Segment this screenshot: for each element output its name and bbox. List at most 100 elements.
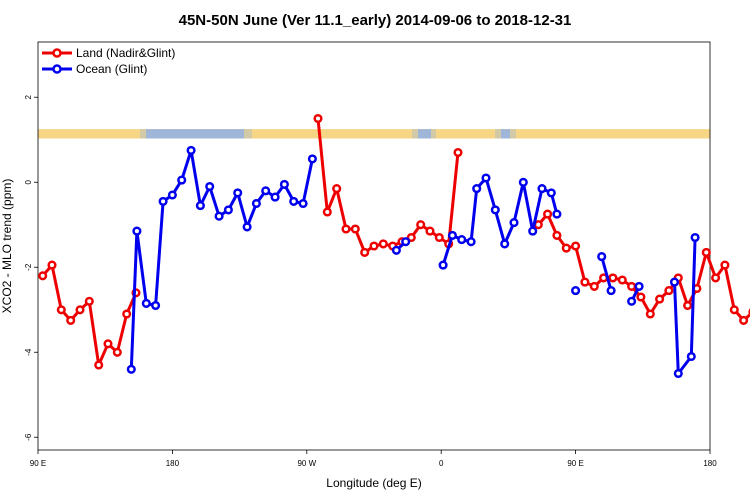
- data-point: [242, 222, 252, 232]
- data-point: [313, 113, 323, 124]
- data-point: [360, 247, 370, 257]
- coast-edge: [431, 129, 436, 139]
- data-point: [307, 154, 317, 164]
- data-point: [608, 273, 618, 283]
- chart-title: 45N-50N June (Ver 11.1_early) 2014-09-06…: [179, 12, 572, 29]
- land-ocean-strip: [38, 129, 710, 139]
- plot-frame: [37, 41, 711, 451]
- data-point: [434, 232, 444, 243]
- data-point: [84, 296, 94, 306]
- data-point: [167, 190, 177, 200]
- data-point: [214, 211, 224, 221]
- data-point: [195, 201, 205, 211]
- y-tick-label: -6: [24, 433, 33, 441]
- legend-label: Land (Nadir&Glint): [76, 46, 175, 60]
- data-point: [401, 237, 411, 247]
- data-point: [669, 277, 680, 287]
- data-point: [664, 286, 674, 296]
- data-point: [636, 292, 646, 302]
- legend-label: Ocean (Glint): [76, 62, 147, 76]
- series-layer: [38, 113, 750, 379]
- data-point: [322, 207, 332, 217]
- data-point: [341, 224, 351, 234]
- data-point: [606, 286, 616, 296]
- data-point: [466, 237, 476, 247]
- data-point: [279, 179, 289, 189]
- series-land: [38, 113, 750, 370]
- x-axis-label: Longitude (deg E): [326, 476, 421, 490]
- data-point: [490, 205, 500, 215]
- y-axis: 2 0 -2 -4 -6: [24, 94, 38, 441]
- data-point: [47, 260, 57, 270]
- data-point: [655, 294, 665, 304]
- data-point: [472, 184, 482, 194]
- data-point: [416, 220, 426, 230]
- x-axis: 90 E 180 90 W 0 90 E 180: [30, 450, 717, 468]
- series-line: [600, 256, 613, 291]
- data-point: [645, 309, 655, 319]
- data-point: [571, 241, 581, 251]
- data-point: [103, 339, 113, 349]
- x-tick-label: 90 E: [567, 459, 583, 468]
- x-tick-label: 180: [166, 459, 180, 468]
- data-point: [500, 239, 510, 249]
- data-point: [580, 277, 590, 287]
- data-point: [546, 188, 556, 198]
- data-point: [453, 147, 463, 158]
- data-point: [509, 218, 519, 228]
- data-point: [369, 241, 379, 251]
- y-tick-label: -4: [24, 348, 33, 356]
- data-point: [289, 196, 299, 206]
- x-tick-label: 90 E: [30, 459, 46, 468]
- data-point: [686, 351, 696, 362]
- data-point: [518, 177, 528, 187]
- data-point: [233, 188, 243, 198]
- data-point: [158, 196, 168, 206]
- data-point: [186, 145, 196, 155]
- land-strip: [38, 129, 710, 139]
- data-point: [683, 300, 693, 311]
- data-point: [701, 247, 711, 257]
- data-point: [298, 198, 308, 209]
- data-point: [66, 315, 76, 325]
- data-point: [94, 360, 104, 370]
- data-point: [205, 181, 215, 192]
- data-point: [332, 184, 342, 194]
- y-tick-label: 2: [24, 94, 33, 99]
- series-line: [673, 237, 697, 375]
- data-point: [270, 192, 280, 202]
- data-point: [378, 239, 388, 249]
- data-point: [537, 184, 547, 194]
- x-tick-label: 180: [703, 459, 717, 468]
- data-point: [617, 275, 627, 285]
- legend-swatch-marker: [52, 48, 62, 58]
- coast-edge: [510, 129, 516, 139]
- coast-edge: [140, 129, 146, 139]
- coast-edge: [495, 129, 501, 139]
- data-point: [571, 286, 581, 296]
- y-axis-label: XCO2 - MLO trend (ppm): [0, 179, 14, 314]
- y-tick-label: -2: [24, 263, 33, 271]
- data-point: [151, 300, 161, 311]
- data-point: [457, 235, 467, 245]
- ocean-strip-segment: [501, 129, 510, 139]
- data-point: [391, 245, 401, 255]
- data-point: [447, 230, 457, 240]
- data-point: [75, 305, 85, 315]
- data-point: [673, 368, 683, 379]
- data-point: [126, 364, 136, 374]
- data-point: [597, 252, 607, 262]
- data-point: [720, 260, 730, 270]
- data-point: [425, 226, 435, 236]
- data-point: [627, 296, 637, 306]
- data-point: [438, 260, 448, 270]
- data-point: [122, 309, 132, 319]
- data-point: [38, 271, 48, 281]
- data-point: [627, 281, 637, 291]
- series-line: [537, 212, 750, 322]
- series-line: [316, 118, 460, 254]
- data-point: [729, 305, 739, 315]
- series-ocean: [126, 145, 700, 379]
- data-point: [634, 281, 644, 291]
- data-point: [132, 226, 142, 236]
